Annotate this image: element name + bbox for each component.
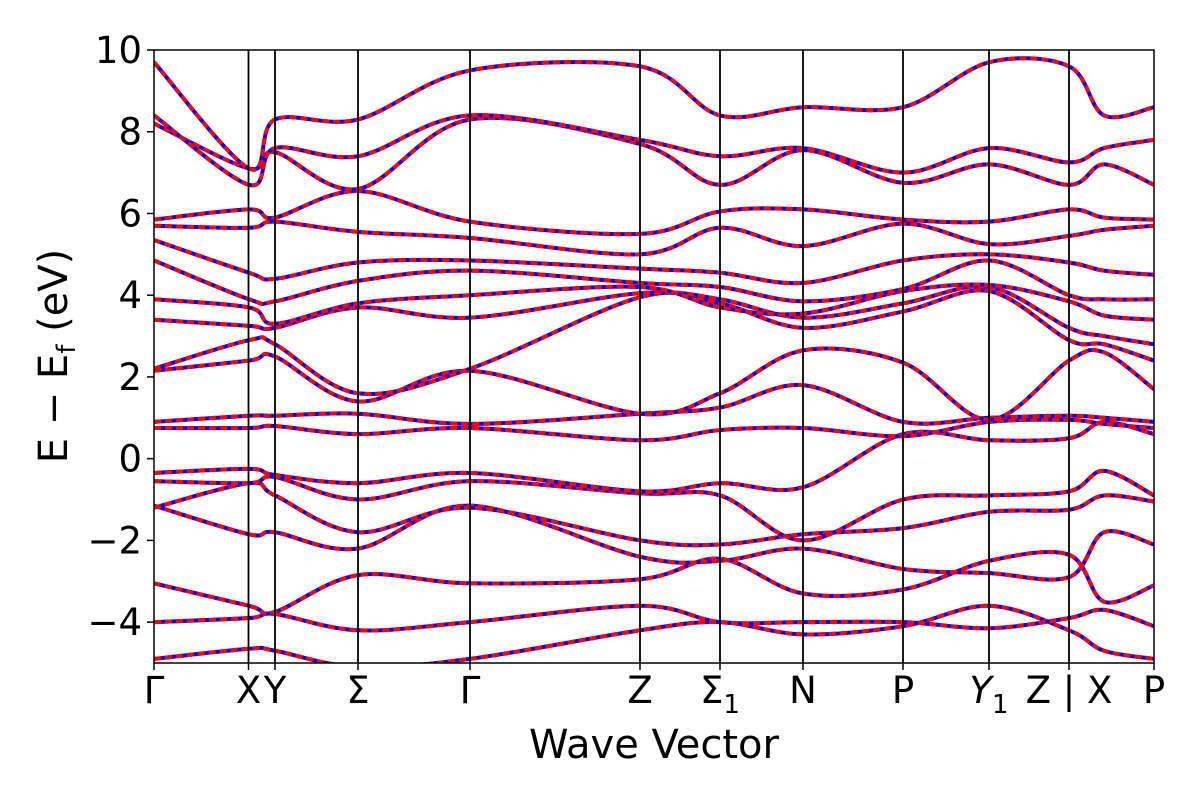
x-tick-label-6: Σ1 bbox=[700, 669, 740, 720]
y-tick-label: 6 bbox=[118, 192, 142, 235]
y-axis-title-sub: f bbox=[52, 344, 82, 354]
band-9-line-dashed bbox=[154, 383, 1154, 426]
bands-layer bbox=[154, 56, 1154, 663]
band-15-line-dashed bbox=[154, 238, 1154, 286]
y-tick-label: 2 bbox=[118, 356, 142, 399]
x-axis-ticks: Γ X Y Σ Γ Z Σ1 N P Y1 Z | X P bbox=[144, 663, 1165, 720]
band-6-line-dashed bbox=[154, 468, 1154, 543]
x-tick-label-0: Γ bbox=[144, 669, 165, 712]
y-axis-ticks: −4 −2 0 2 4 6 8 10 bbox=[87, 29, 154, 644]
y-axis-title-main: E − E bbox=[31, 354, 77, 464]
y-tick-label: 10 bbox=[95, 29, 142, 72]
band-4-line-dashed bbox=[154, 503, 1154, 582]
band-13-line-dashed bbox=[154, 282, 1154, 326]
band-11-line-solid bbox=[154, 288, 1154, 396]
band-18-line-dashed bbox=[154, 115, 1154, 192]
x-tick-label-2: Y bbox=[263, 669, 287, 712]
x-tick-label-3: Σ bbox=[346, 669, 369, 712]
band-7-line-solid bbox=[154, 419, 1154, 494]
band-11-line-dashed bbox=[154, 288, 1154, 396]
plot-frame bbox=[153, 49, 1155, 664]
band-18-line-solid bbox=[154, 115, 1154, 192]
band-17-line-solid bbox=[154, 188, 1154, 237]
x-tick-label-1: X bbox=[236, 669, 261, 712]
band-20-line-solid bbox=[154, 56, 1154, 172]
x-tick-label-7: N bbox=[789, 669, 817, 712]
band-20-line-dashed bbox=[154, 56, 1154, 172]
band-14-line-dashed bbox=[154, 258, 1154, 306]
band-10-line-dashed bbox=[154, 346, 1154, 422]
band-12-line-dashed bbox=[154, 284, 1154, 347]
y-tick-label: −2 bbox=[87, 519, 142, 562]
band-7-line-dashed bbox=[154, 419, 1154, 494]
x-tick-label-5: Z bbox=[627, 669, 652, 712]
y-tick-label: 0 bbox=[118, 438, 142, 481]
x-tick-label-10: Z | X bbox=[1026, 669, 1113, 712]
band-2-line-dashed bbox=[154, 603, 1154, 633]
y-tick-label: −4 bbox=[87, 601, 142, 644]
x-tick-label-11: P bbox=[1143, 669, 1165, 712]
band-8-line-dashed bbox=[154, 417, 1154, 443]
band-6-line-solid bbox=[154, 468, 1154, 543]
x-tick-label-9: Y1 bbox=[969, 669, 1008, 720]
x-tick-label-4: Γ bbox=[460, 669, 481, 712]
band-16-line-solid bbox=[154, 219, 1154, 257]
band-1-line-solid bbox=[154, 603, 1154, 663]
x-axis-title: Wave Vector bbox=[529, 722, 780, 768]
y-axis-title: E − Ef (eV) bbox=[31, 249, 82, 464]
band-10-line-solid bbox=[154, 346, 1154, 422]
x-tick-label-8: P bbox=[892, 669, 914, 712]
y-tick-label: 4 bbox=[118, 274, 142, 317]
y-axis-title-unit: (eV) bbox=[31, 249, 77, 345]
kpoint-lines bbox=[247, 50, 1070, 663]
band-3-line-dashed bbox=[154, 549, 1154, 616]
band-17-line-dashed bbox=[154, 188, 1154, 237]
y-tick-label: 8 bbox=[118, 111, 142, 154]
band-5-line-dashed bbox=[154, 480, 1154, 548]
